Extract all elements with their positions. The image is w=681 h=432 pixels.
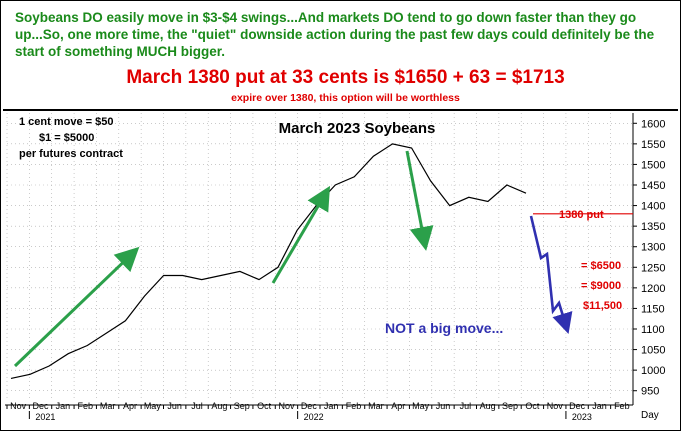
- y-tick-label: 1400: [641, 201, 665, 213]
- info-line: per futures contract: [19, 148, 123, 160]
- y-tick-label: 1500: [641, 159, 665, 171]
- note-label: NOT a big move...: [385, 320, 503, 336]
- x-tick-label: May: [144, 401, 162, 411]
- x-tick-label: Nov: [547, 401, 564, 411]
- x-tick-label: Dec: [569, 401, 586, 411]
- annotation-labels: 1380 put = $6500 = $9000 $11,500 NOT a big m…: [19, 116, 633, 336]
- green-arrow-2: [271, 185, 331, 284]
- loss-label: $11,500: [583, 300, 622, 312]
- headline-note: expire over 1380, this option will be wo…: [231, 92, 460, 104]
- x-tick-label: Nov: [10, 401, 27, 411]
- y-tick-label: 1200: [641, 283, 665, 295]
- x-axis-title: Day: [641, 410, 659, 421]
- x-tick-label: Aug: [480, 401, 496, 411]
- x-tick-label: Dec: [33, 401, 50, 411]
- x-tick-label: Mar: [368, 401, 384, 411]
- y-tick-label: 1150: [641, 303, 665, 315]
- grid: [6, 113, 633, 401]
- x-tick-label: Oct: [257, 401, 272, 411]
- green-arrow-1: [13, 246, 140, 368]
- x-tick-label: Jun: [167, 401, 182, 411]
- y-tick-label: 1000: [641, 365, 665, 377]
- x-tick-label: Jul: [460, 401, 472, 411]
- blue-decline-arrow: [529, 215, 573, 334]
- annotation-arrows: [13, 150, 573, 368]
- x-tick-label: Aug: [211, 401, 227, 411]
- green-arrow-3: [405, 150, 434, 251]
- y-tick-label: 1050: [641, 345, 665, 357]
- headline-trade: March 1380 put at 33 cents is $1650 + 63…: [126, 67, 565, 88]
- x-tick-label: Oct: [525, 401, 540, 411]
- put-level-label: 1380 put: [559, 209, 604, 221]
- separator: [3, 109, 678, 111]
- x-tick-label: Jul: [191, 401, 203, 411]
- y-tick-label: 1300: [641, 242, 665, 254]
- x-tick-label: Apr: [391, 401, 405, 411]
- x-tick-label: Feb: [77, 401, 93, 411]
- y-tick-label: 950: [641, 386, 659, 398]
- x-tick-label: Mar: [100, 401, 116, 411]
- x-tick-label: Sep: [502, 401, 518, 411]
- x-tick-label: Sep: [234, 401, 250, 411]
- x-axis: Nov Dec Jan Feb Mar Apr May Jun Jul Aug Sep Oct Nov D…: [5, 401, 659, 422]
- year-label: 2021: [35, 412, 55, 422]
- x-tick-label: Nov: [278, 401, 295, 411]
- x-tick-label: Feb: [346, 401, 362, 411]
- loss-label: = $6500: [581, 260, 621, 272]
- info-line: $1 = $5000: [39, 132, 94, 144]
- x-tick-label: Jan: [56, 401, 71, 411]
- x-tick-label: May: [412, 401, 430, 411]
- x-tick-label: Jan: [324, 401, 339, 411]
- y-tick-label: 1350: [641, 221, 665, 233]
- y-axis: 950 1000 1050 1100 1150 1200 1250 1300 1350 1400 1…: [632, 113, 665, 405]
- y-tick-label: 1450: [641, 180, 665, 192]
- price-series: [10, 143, 527, 379]
- loss-label: = $9000: [581, 280, 621, 292]
- x-tick-label: Feb: [614, 401, 630, 411]
- y-tick-label: 1600: [641, 118, 665, 130]
- headline-commentary: Soybeans DO easily move in $3-$4 swings.…: [15, 10, 655, 59]
- year-label: 2023: [572, 412, 592, 422]
- price-line: [10, 143, 527, 379]
- x-tick-label: Dec: [301, 401, 318, 411]
- x-tick-label: Apr: [123, 401, 137, 411]
- header: Soybeans DO easily move in $3-$4 swings.…: [5, 3, 678, 104]
- x-tick-label: Jun: [436, 401, 451, 411]
- year-label: 2022: [304, 412, 324, 422]
- y-tick-label: 1250: [641, 262, 665, 274]
- y-tick-label: 1550: [641, 139, 665, 151]
- x-tick-label: Jan: [592, 401, 607, 411]
- chart-title: March 2023 Soybeans: [279, 120, 436, 137]
- y-tick-label: 1100: [641, 324, 665, 336]
- info-line: 1 cent move = $50: [19, 116, 113, 128]
